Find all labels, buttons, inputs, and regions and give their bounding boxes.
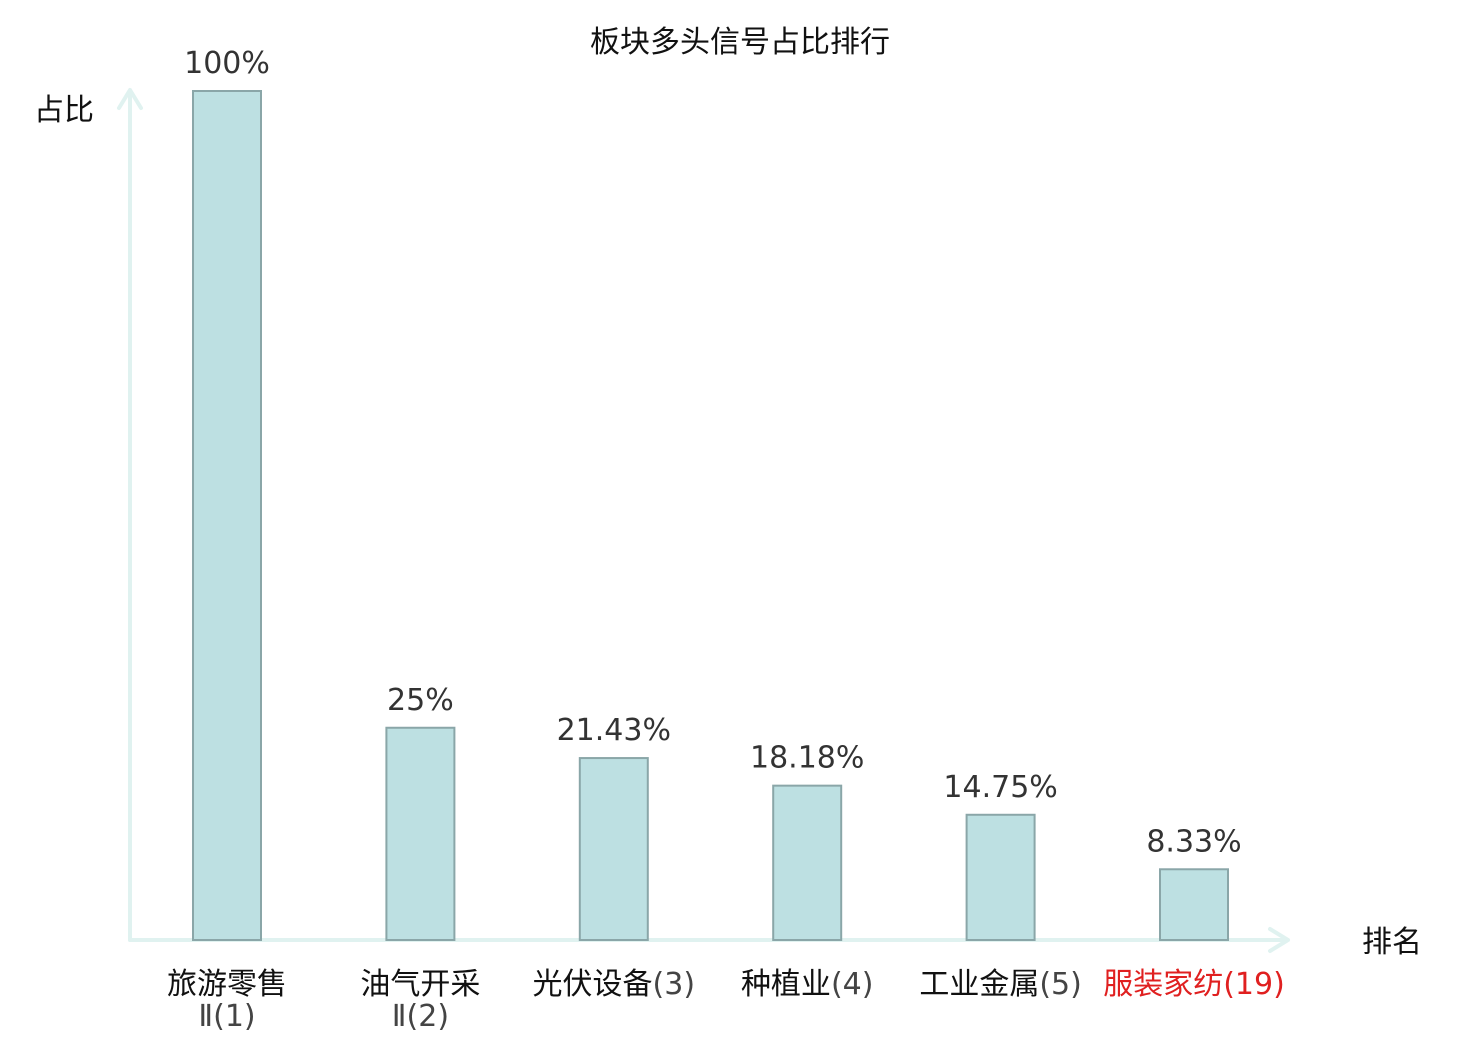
category-rank: (3) <box>653 967 696 1002</box>
category-name: 旅游零售 <box>167 967 287 1002</box>
data-label-4: 18.18% <box>750 741 864 776</box>
category-name: 油气开采 <box>360 967 480 1002</box>
category-name: 光伏设备 <box>533 967 653 1002</box>
category-rank: (1) <box>213 999 256 1034</box>
category-name: 种植业 <box>741 967 831 1002</box>
data-label-2: 25% <box>387 683 454 718</box>
category-name: 服装家纺 <box>1103 967 1223 1002</box>
x-axis-line <box>128 927 1290 953</box>
category-rank: (4) <box>831 967 874 1002</box>
bar-4 <box>772 784 843 941</box>
data-label-6: 8.33% <box>1146 824 1241 859</box>
category-label-3: 光伏设备(3) <box>533 967 696 1002</box>
chart-title: 板块多头信号占比排行 <box>590 25 890 60</box>
data-label-1: 100% <box>184 46 270 81</box>
x-axis-label: 排名 <box>1362 925 1422 960</box>
bar-6 <box>1159 868 1229 942</box>
category-label-4: 种植业(4) <box>741 967 874 1002</box>
category-label-6: 服装家纺(19) <box>1103 967 1285 1002</box>
category-name-suffix: Ⅱ <box>392 999 407 1034</box>
bars-group <box>192 90 1229 942</box>
category-labels-group: 旅游零售 Ⅱ(1)油气开采 Ⅱ(2)光伏设备(3) 种植业(4) 工业金属(5) 服装家纺… <box>167 967 1285 1034</box>
data-label-3: 21.43% <box>557 713 671 748</box>
category-label-2: 油气开采 Ⅱ(2) <box>360 967 480 1034</box>
category-rank: (19) <box>1223 967 1285 1002</box>
category-name-suffix: Ⅱ <box>198 999 213 1034</box>
category-rank: (5) <box>1039 967 1082 1002</box>
y-axis-label: 占比 <box>34 93 94 128</box>
bar-2 <box>385 726 456 941</box>
category-label-5: 工业金属(5) <box>919 967 1082 1002</box>
bar-3 <box>578 757 649 942</box>
y-axis-line <box>117 88 143 942</box>
category-name: 工业金属 <box>919 967 1039 1002</box>
value-labels-group: 100% 25% 21.43% 18.18% 14.75% 8.33% <box>184 46 1242 859</box>
category-label-1: 旅游零售 Ⅱ(1) <box>167 967 287 1034</box>
bar-1 <box>192 90 262 941</box>
bar-5 <box>965 813 1036 942</box>
data-label-5: 14.75% <box>943 770 1057 805</box>
category-rank: (2) <box>407 999 450 1034</box>
